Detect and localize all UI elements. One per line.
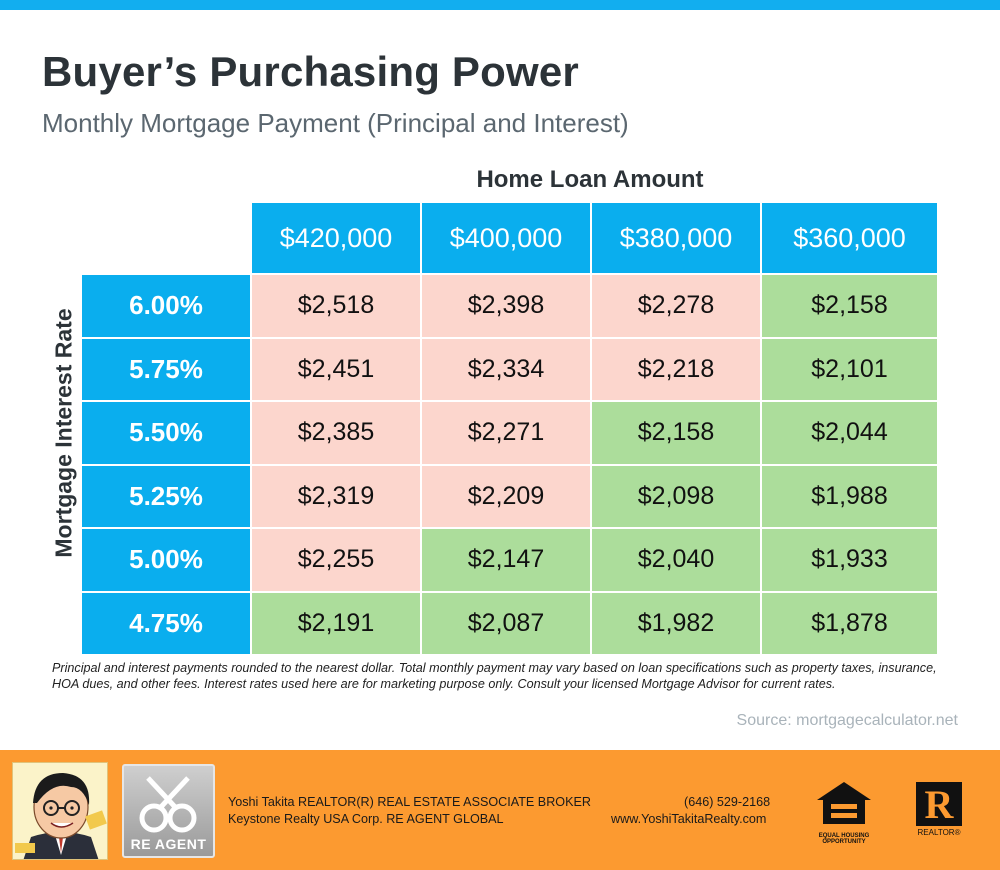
interest-rate-label: 6.00%	[82, 275, 250, 337]
payment-cell: $2,385	[252, 402, 420, 464]
interest-rate-label: 5.75%	[82, 338, 250, 400]
interest-rate-label: 5.00%	[82, 529, 250, 591]
payment-cell: $2,101	[762, 338, 937, 400]
payment-cell: $2,398	[422, 275, 590, 337]
agent-name: Yoshi Takita REALTOR(R) REAL ESTATE ASSO…	[228, 795, 591, 809]
disclaimer-text: Principal and interest payments rounded …	[52, 661, 937, 691]
payment-cell: $2,334	[422, 338, 590, 400]
equal-housing-icon: EQUAL HOUSING OPPORTUNITY	[815, 780, 873, 845]
loan-amount-header: $420,000	[252, 203, 420, 273]
page-subtitle: Monthly Mortgage Payment (Principal and …	[42, 108, 629, 138]
payment-table: $420,000 $400,000 $380,000 $360,000 6.00% $2,…	[82, 203, 937, 654]
payment-cell: $2,278	[592, 275, 760, 337]
agent-phone: (646) 529-2168	[684, 795, 771, 809]
payment-cell: $2,319	[252, 465, 420, 527]
payment-cell: $2,255	[252, 529, 420, 591]
payment-cell: $1,933	[762, 529, 937, 591]
payment-cell: $1,988	[762, 465, 937, 527]
realtor-logo-letter: R	[916, 782, 962, 827]
table-corner	[82, 203, 250, 273]
payment-cell: $2,191	[252, 592, 420, 654]
row-axis-label: Mortgage Interest Rate	[50, 308, 77, 558]
re-agent-logo-text: RE AGENT	[130, 836, 207, 852]
equal-housing-text: EQUAL HOUSING OPPORTUNITY	[818, 833, 870, 845]
payment-cell: $2,271	[422, 402, 590, 464]
payment-cell: $2,147	[422, 529, 590, 591]
loan-amount-header: $360,000	[762, 203, 937, 273]
payment-cell: $2,087	[422, 592, 590, 654]
loan-amount-header: $380,000	[592, 203, 760, 273]
payment-cell: $1,878	[762, 592, 937, 654]
page-title: Buyer’s Purchasing Power	[42, 48, 579, 95]
interest-rate-label: 4.75%	[82, 592, 250, 654]
realtor-logo-icon: R REALTOR®	[913, 782, 965, 837]
payment-cell: $2,040	[592, 529, 760, 591]
payment-cell: $2,218	[592, 338, 760, 400]
interest-rate-label: 5.50%	[82, 402, 250, 464]
top-accent-bar	[0, 0, 1000, 10]
payment-cell: $1,982	[592, 592, 760, 654]
portrait-caricature-icon	[12, 762, 108, 860]
agent-website: www.YoshiTakitaRealty.com	[611, 812, 767, 826]
loan-amount-header: $400,000	[422, 203, 590, 273]
source-note: Source: mortgagecalculator.net	[736, 712, 958, 729]
payment-cell: $2,158	[762, 275, 937, 337]
payment-cell: $2,044	[762, 402, 937, 464]
re-agent-keys-logo-icon: RE AGENT	[122, 764, 215, 858]
column-axis-label: Home Loan Amount	[476, 166, 704, 193]
payment-cell: $2,098	[592, 465, 760, 527]
interest-rate-label: 5.25%	[82, 465, 250, 527]
payment-cell: $2,451	[252, 338, 420, 400]
payment-cell: $2,518	[252, 275, 420, 337]
realtor-logo-text: REALTOR®	[917, 828, 961, 837]
payment-cell: $2,158	[592, 402, 760, 464]
agent-footer: RE AGENT Yoshi Takita REALTOR(R) REAL ES…	[0, 750, 1000, 870]
payment-cell: $2,209	[422, 465, 590, 527]
brokerage-name: Keystone Realty USA Corp. RE AGENT GLOBA…	[228, 812, 504, 826]
